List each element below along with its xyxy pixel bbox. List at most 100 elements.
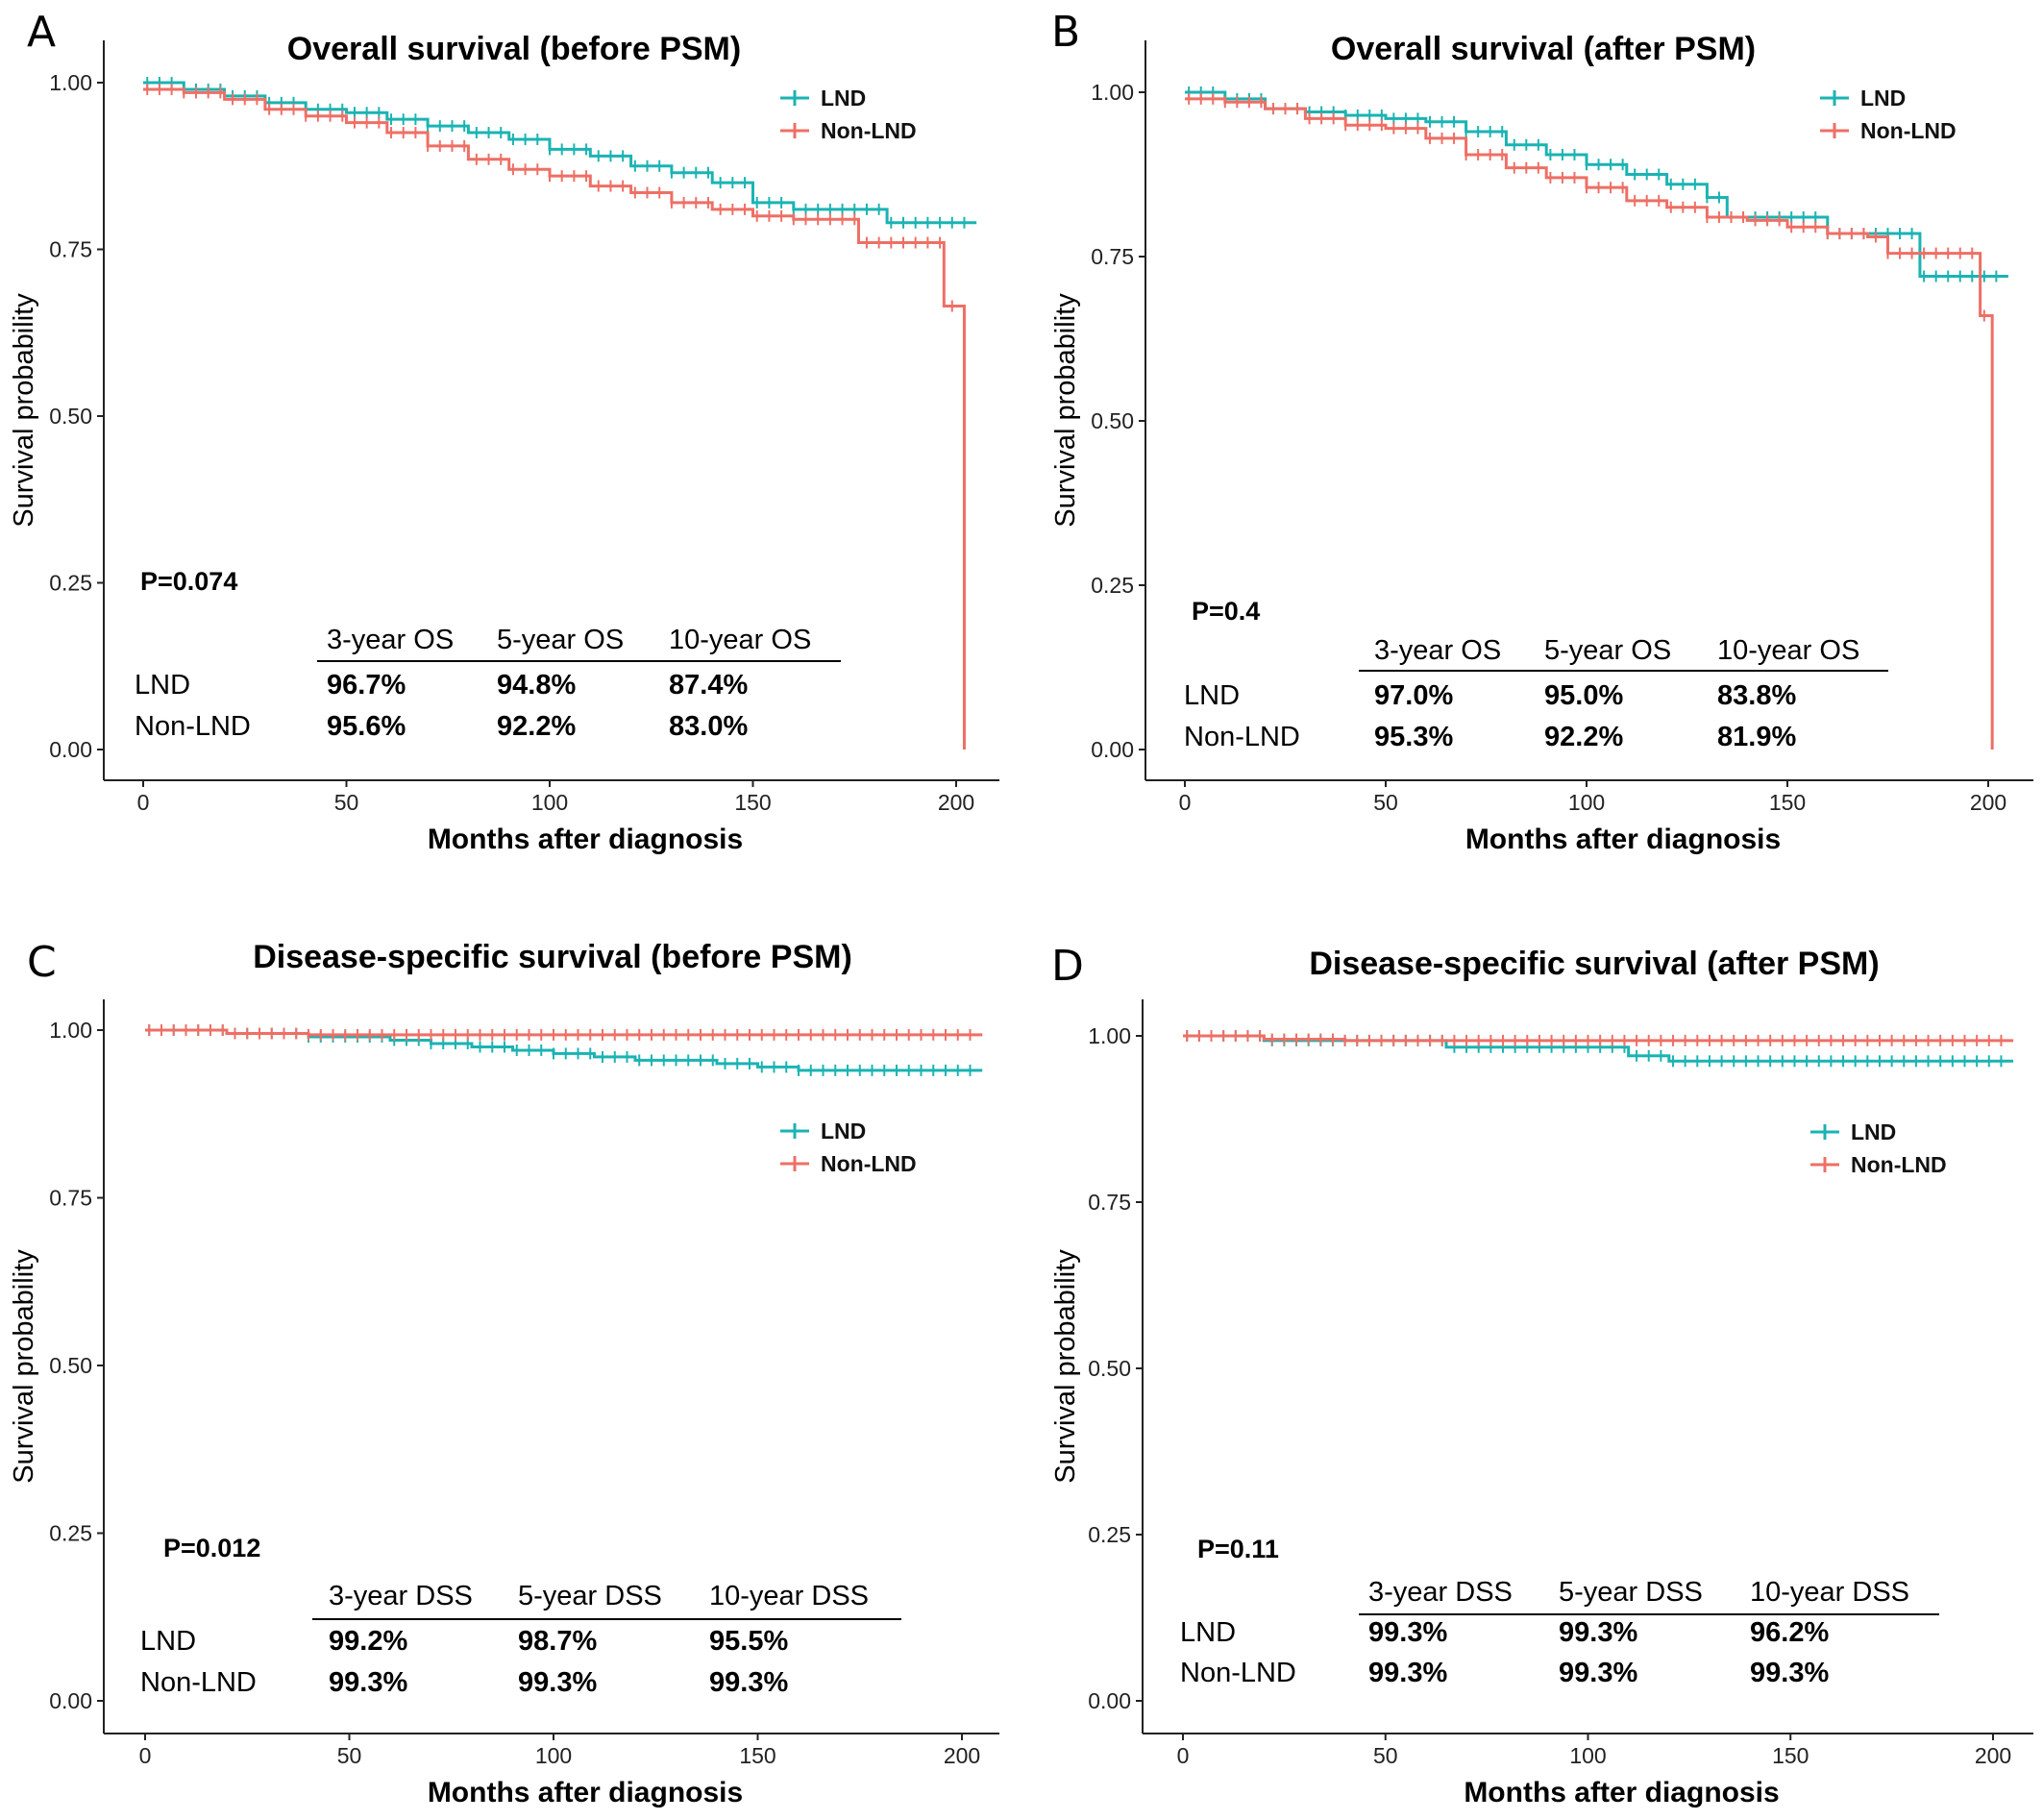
table-cell: 96.2%: [1750, 1617, 1829, 1648]
table-cell: 94.8%: [497, 670, 576, 701]
y-tick-label: 0.75: [49, 237, 92, 262]
table-header: 3-year OS: [1374, 635, 1501, 666]
y-tick-label: 0.75: [1088, 1190, 1131, 1215]
table-header: 10-year OS: [1717, 635, 1859, 666]
x-axis-label: Months after diagnosis: [428, 824, 743, 855]
x-tick-label: 200: [1970, 790, 2006, 815]
panel-letter: B: [1051, 8, 1080, 57]
y-tick-label: 0.75: [1091, 244, 1134, 269]
table-cell: 95.3%: [1374, 722, 1453, 752]
series-line-non-lnd: [1183, 1034, 2014, 1043]
legend-label: Non-LND: [821, 1151, 917, 1176]
chart-title: Overall survival (after PSM): [1331, 31, 1756, 67]
table-row-label: Non-LND: [1180, 1658, 1296, 1688]
x-tick-label: 200: [1975, 1743, 2011, 1768]
table-cell: 95.5%: [709, 1626, 788, 1657]
panel-b: B Overall survival (after PSM) 0.00 0.25 0.5…: [1050, 8, 2033, 855]
x-axis-label: Months after diagnosis: [1465, 824, 1781, 855]
table-cell: 99.3%: [1368, 1658, 1447, 1688]
x-tick-label: 150: [1769, 790, 1806, 815]
table-cell: 98.7%: [518, 1626, 597, 1657]
panel-letter: D: [1051, 942, 1084, 991]
panel-letter: C: [27, 938, 57, 987]
chart-title: Disease-specific survival (before PSM): [253, 939, 852, 975]
x-tick-label: 100: [535, 1743, 572, 1768]
chart-title: Disease-specific survival (after PSM): [1309, 946, 1879, 982]
y-tick-label: 0.50: [1088, 1356, 1131, 1381]
table-header: 10-year OS: [669, 625, 811, 655]
legend-label: LND: [1860, 86, 1906, 111]
x-tick-label: 100: [531, 790, 568, 815]
x-tick-label: 50: [334, 790, 359, 815]
x-tick-label: 50: [337, 1743, 362, 1768]
table-cell: 92.2%: [497, 711, 576, 742]
panel-c: C Disease-specific survival (before PSM) 0…: [9, 938, 999, 1808]
x-tick-label: 200: [944, 1743, 980, 1768]
x-tick-label: 200: [938, 790, 974, 815]
y-axis-label: Survival probability: [1050, 293, 1081, 528]
p-value: P=0.074: [140, 567, 237, 596]
table-header: 5-year DSS: [518, 1581, 662, 1611]
table-header: 3-year DSS: [1368, 1577, 1513, 1608]
y-tick-label: 0.75: [49, 1186, 92, 1211]
table-header: 5-year OS: [1544, 635, 1671, 666]
table-cell: 97.0%: [1374, 680, 1453, 711]
y-tick-label: 0.50: [1091, 408, 1134, 433]
x-tick-label: 50: [1373, 790, 1398, 815]
table-cell: 95.6%: [327, 711, 406, 742]
x-tick-label: 0: [137, 790, 150, 815]
table-row-label: Non-LND: [1184, 722, 1300, 752]
x-axis-label: Months after diagnosis: [1464, 1777, 1779, 1808]
table-cell: 87.4%: [669, 670, 748, 701]
legend-label: LND: [1851, 1119, 1896, 1144]
p-value: P=0.4: [1192, 597, 1260, 626]
y-tick-label: 1.00: [1088, 1023, 1131, 1048]
table-row-label: LND: [135, 670, 190, 701]
table-header: 5-year DSS: [1559, 1577, 1703, 1608]
x-tick-label: 150: [1772, 1743, 1809, 1768]
legend-label: Non-LND: [1851, 1152, 1947, 1177]
table-cell: 99.3%: [1750, 1658, 1829, 1688]
chart-title: Overall survival (before PSM): [287, 31, 741, 67]
table-header: 10-year DSS: [709, 1581, 869, 1611]
y-tick-label: 0.50: [49, 1353, 92, 1378]
table-cell: 99.3%: [709, 1667, 788, 1698]
y-tick-label: 0.00: [49, 737, 92, 762]
series-line-non-lnd: [145, 1028, 983, 1037]
table-header: 10-year DSS: [1750, 1577, 1909, 1608]
table-cell: 96.7%: [327, 670, 406, 701]
y-tick-label: 1.00: [49, 70, 92, 95]
x-tick-label: 0: [1179, 790, 1192, 815]
table-cell: 99.3%: [329, 1667, 407, 1698]
y-tick-label: 0.00: [1091, 737, 1134, 762]
table-header: 3-year DSS: [329, 1581, 473, 1611]
x-tick-label: 150: [734, 790, 771, 815]
y-tick-label: 0.50: [49, 404, 92, 429]
table-header: 3-year OS: [327, 625, 454, 655]
x-tick-label: 50: [1373, 1743, 1398, 1768]
p-value: P=0.012: [163, 1534, 260, 1562]
legend-label: Non-LND: [821, 118, 917, 143]
panel-letter: A: [27, 8, 56, 57]
y-tick-label: 0.25: [1088, 1522, 1131, 1547]
panel-d: D Disease-specific survival (after PSM) 0.…: [1050, 942, 2033, 1808]
y-tick-label: 1.00: [49, 1018, 92, 1043]
y-tick-label: 1.00: [1091, 80, 1134, 105]
y-axis-label: Survival probability: [1050, 1249, 1081, 1484]
legend-label: Non-LND: [1860, 118, 1957, 143]
table-header: 5-year OS: [497, 625, 624, 655]
table-cell: 92.2%: [1544, 722, 1623, 752]
table-row-label: LND: [140, 1626, 196, 1657]
x-tick-label: 100: [1569, 1743, 1606, 1768]
y-axis-label: Survival probability: [9, 1249, 39, 1484]
y-tick-label: 0.25: [1091, 573, 1134, 598]
y-axis-label: Survival probability: [9, 293, 39, 528]
y-tick-label: 0.00: [1088, 1688, 1131, 1713]
table-row-label: Non-LND: [135, 711, 251, 742]
p-value: P=0.11: [1197, 1535, 1279, 1563]
table-row-label: LND: [1184, 680, 1240, 711]
table-cell: 99.3%: [1559, 1617, 1637, 1648]
table-cell: 81.9%: [1717, 722, 1796, 752]
table-cell: 99.2%: [329, 1626, 407, 1657]
